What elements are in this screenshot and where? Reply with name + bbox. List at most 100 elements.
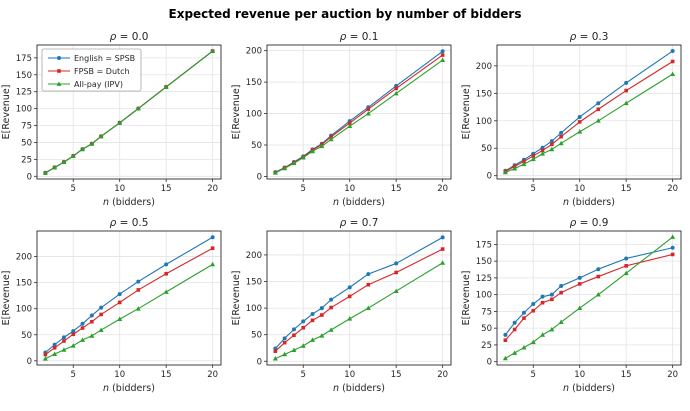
plot-border: [36, 44, 222, 180]
data-point-marker: [80, 146, 86, 152]
data-point-marker: [596, 107, 601, 112]
data-point-marker: [522, 159, 526, 164]
data-point-marker: [291, 160, 297, 166]
data-point-marker: [670, 59, 675, 64]
y-axis-label: E[Revenue]: [461, 271, 472, 326]
subplot-rho-0.3: 5 10 15 20 0 50 100 150 200 ρ = 0.3 n (bidders) E[R…: [460, 29, 690, 215]
data-point-marker: [540, 294, 545, 299]
data-point-marker: [670, 252, 675, 257]
x-tick-label: 10: [344, 370, 355, 380]
data-point-marker: [624, 88, 628, 93]
data-point-marker: [440, 260, 446, 265]
data-point-marker: [577, 120, 582, 124]
data-point-marker: [347, 316, 353, 321]
y-tick-label: 100: [16, 305, 32, 315]
subplot-title: ρ = 0.1: [340, 31, 379, 43]
data-point-marker: [540, 332, 546, 337]
plot-border: [266, 44, 452, 180]
series-line: [504, 253, 673, 341]
legend-box: [41, 48, 142, 92]
data-point-marker: [347, 294, 352, 299]
x-tick-label: 10: [114, 184, 125, 194]
data-point-marker: [512, 327, 517, 332]
y-tick-label: 200: [246, 251, 262, 261]
data-point-marker: [80, 337, 86, 342]
data-point-marker: [90, 319, 94, 324]
data-point-marker: [89, 313, 94, 318]
data-point-marker: [42, 356, 48, 361]
data-point-marker: [99, 305, 104, 310]
subplot-grid: 5 10 15 20 0 25 50 75 100 125 150 175 ρ = 0.0 n (bidd…: [0, 29, 690, 401]
data-point-marker: [272, 356, 278, 361]
subplot-rho-0.7: 5 10 15 20 0 50 100 150 200 ρ = 0.7 n (bidders) E[R…: [230, 215, 460, 401]
data-point-marker: [366, 107, 371, 111]
x-tick-label: 15: [621, 370, 632, 380]
data-point-marker: [365, 305, 371, 311]
x-tick-label: 5: [301, 184, 306, 194]
data-point-marker: [210, 235, 215, 240]
gridlines: [37, 231, 221, 365]
series-all-pay-ipv: [272, 260, 446, 361]
data-point-marker: [559, 290, 563, 295]
series-line: [45, 263, 213, 360]
series-all-pay-ipv: [42, 48, 216, 175]
x-tick-label: 15: [391, 370, 402, 380]
series-line: [45, 236, 213, 353]
data-point-marker: [292, 333, 296, 338]
data-point-marker: [319, 143, 325, 149]
series-line: [275, 262, 443, 360]
data-point-marker: [210, 246, 215, 251]
x-tick-label: 20: [667, 370, 678, 380]
data-point-marker: [596, 267, 601, 272]
data-point-marker: [549, 326, 555, 332]
series-fpsb-dutch: [43, 246, 215, 357]
y-tick-label: 200: [476, 62, 492, 72]
series-all-pay-ipv: [42, 261, 216, 361]
data-point-marker: [549, 139, 554, 144]
y-axis-label: E[Revenue]: [1, 85, 12, 140]
data-point-marker: [366, 272, 371, 277]
data-point-marker: [291, 347, 297, 353]
data-point-marker: [136, 279, 141, 284]
x-tick-label: 10: [574, 370, 585, 380]
data-point-marker: [300, 343, 306, 348]
plot-border: [496, 44, 682, 180]
series-english-spsb: [43, 235, 215, 355]
y-tick-label: 125: [16, 88, 32, 98]
data-point-marker: [80, 321, 85, 326]
data-point-marker: [71, 329, 76, 334]
data-point-marker: [512, 350, 518, 355]
data-point-marker: [531, 154, 536, 158]
data-point-marker: [577, 275, 582, 280]
x-axis-label: n (bidders): [333, 383, 385, 394]
data-point-marker: [98, 327, 104, 332]
data-point-marker: [540, 300, 545, 305]
data-point-marker: [164, 262, 169, 267]
series-all-pay-ipv: [502, 234, 676, 361]
data-point-marker: [670, 245, 675, 250]
data-point-marker: [670, 234, 676, 239]
data-point-marker: [366, 282, 371, 287]
data-point-marker: [210, 261, 216, 267]
y-axis-label: E[Revenue]: [1, 271, 12, 326]
data-point-marker: [57, 69, 61, 73]
series-fpsb-dutch: [503, 252, 675, 343]
subplot-title: ρ = 0.9: [570, 217, 609, 229]
data-point-marker: [328, 136, 334, 142]
series-all-pay-ipv: [502, 71, 676, 175]
y-axis-label: E[Revenue]: [231, 271, 242, 326]
x-tick-label: 5: [71, 184, 76, 194]
tick-labels: 5 10 15 20 0 25 50 75 100 125 150 175: [476, 240, 678, 380]
y-tick-label: 0: [27, 357, 32, 367]
plot-border: [496, 230, 682, 366]
data-point-marker: [52, 351, 58, 356]
legend-label: All-pay (IPV): [74, 80, 123, 89]
x-tick-label: 5: [71, 370, 76, 380]
subplot-rho-0.1: 5 10 15 20 0 50 100 150 200 ρ = 0.1 n (bidders) E[R…: [230, 29, 460, 215]
data-point-marker: [70, 153, 76, 158]
data-point-marker: [42, 170, 48, 175]
